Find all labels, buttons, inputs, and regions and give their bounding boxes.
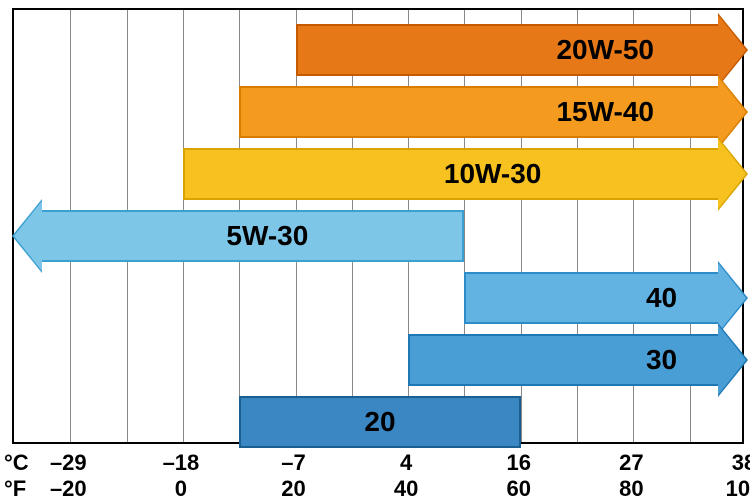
arrow-right-icon	[718, 325, 746, 395]
celsius-tick: 4	[400, 450, 412, 476]
fahrenheit-tick: 40	[394, 476, 418, 502]
arrow-left-icon	[14, 201, 42, 271]
fahrenheit-tick: 60	[507, 476, 531, 502]
fahrenheit-tick: 100	[726, 476, 750, 502]
fahrenheit-tick: 80	[619, 476, 643, 502]
chart-area: 20W-50 15W-40 10W-30 5W-30 40 30 20	[12, 8, 744, 444]
oil-grade-bar: 5W-30	[14, 210, 746, 262]
oil-grade-label: 10W-30	[444, 158, 541, 190]
fahrenheit-tick: –20	[50, 476, 87, 502]
celsius-tick: –7	[281, 450, 305, 476]
fahrenheit-tick: 0	[175, 476, 187, 502]
fahrenheit-unit: °F	[4, 476, 26, 502]
oil-grade-label: 5W-30	[226, 220, 308, 252]
oil-grade-label: 15W-40	[556, 96, 653, 128]
oil-grade-label: 30	[646, 344, 677, 376]
oil-grade-bar: 15W-40	[14, 86, 746, 138]
oil-grade-bar: 20	[14, 396, 746, 448]
celsius-tick: –18	[163, 450, 200, 476]
celsius-tick: 38	[732, 450, 750, 476]
oil-grade-bar: 30	[14, 334, 746, 386]
fahrenheit-tick: 20	[281, 476, 305, 502]
oil-grade-label: 20W-50	[556, 34, 653, 66]
oil-grade-label: 40	[646, 282, 677, 314]
celsius-tick: –29	[50, 450, 87, 476]
oil-grade-bar: 20W-50	[14, 24, 746, 76]
celsius-tick: 27	[619, 450, 643, 476]
celsius-unit: °C	[4, 450, 29, 476]
oil-grade-bar-body	[296, 24, 718, 76]
oil-grade-bar: 40	[14, 272, 746, 324]
oil-grade-label: 20	[364, 406, 395, 438]
oil-grade-bar-body	[464, 272, 718, 324]
oil-grade-bar: 10W-30	[14, 148, 746, 200]
arrow-right-icon	[718, 139, 746, 209]
celsius-tick: 16	[507, 450, 531, 476]
